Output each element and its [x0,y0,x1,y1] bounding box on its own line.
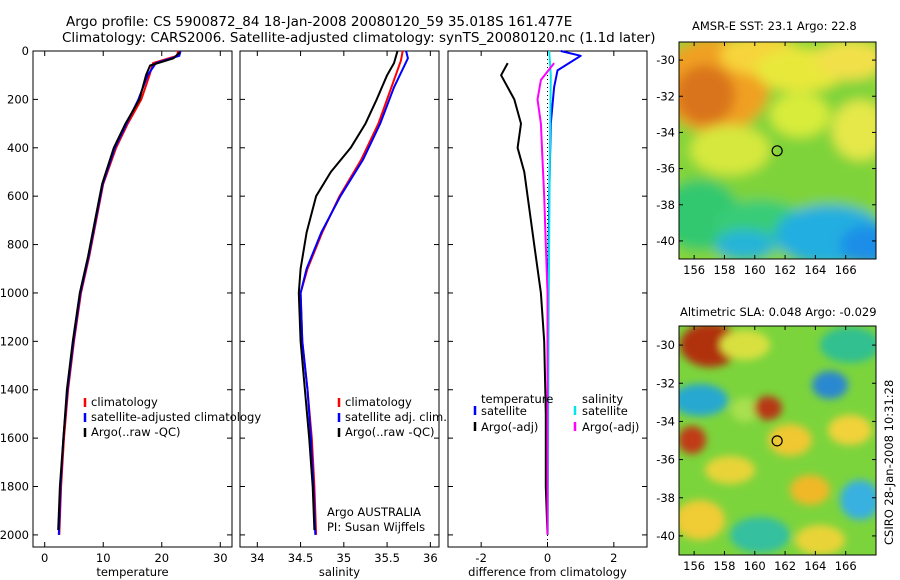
x-axis-label: difference from climatology [468,565,627,579]
map-x-tick-label: 162 [774,559,796,573]
x-tick-label: 34 [250,551,265,565]
series-line-argo-raw-qc- [297,50,399,531]
sst-map [679,42,876,259]
x-tick-label: 35 [337,551,352,565]
map-x-tick-label: 164 [804,263,826,277]
plot-frame [32,50,233,548]
map-frame [678,325,877,556]
series-line-satellite-adjusted-climatology [57,50,182,535]
legend-label: satellite [481,404,527,418]
profile-panel-1: 0 10 20 30 0 200 400 600 800 1000 1200 1400 1600 1800… [0,44,233,579]
map-x-tick-label: 156 [683,263,705,277]
y-tick-label: 400 [7,141,29,155]
x-axis-label: temperature [96,565,168,579]
series-line-climatology [299,50,404,535]
x-axis-label: salinity [319,565,360,579]
legend-label: climatology [91,395,158,409]
profile-location-marker [771,435,783,447]
map-x-tick-label: 160 [744,263,766,277]
map-y-tick-label: -40 [656,234,675,248]
x-tick-label: 34.5 [288,551,314,565]
credit-line2: PI: Susan Wijffels [327,520,425,534]
sla-map-axes: 156 158 160 162 164 166 -30 -32 -34 -36 -38 -40 [656,325,877,573]
legend-label: Argo(..raw -QC) [345,425,435,439]
temperature-legend: climatology satellite-adjusted climatolo… [83,395,261,439]
map-y-tick-label: -34 [656,125,675,139]
map-y-tick-label: -40 [656,529,675,543]
figure-title-line1: Argo profile: CS 5900872_84 18-Jan-2008 … [66,14,572,30]
x-tick-label: 36 [423,551,438,565]
y-tick-label: 600 [7,189,29,203]
map-y-tick-label: -32 [656,376,675,390]
sst-map-title: AMSR-E SST: 23.1 Argo: 22.8 [692,19,857,33]
x-tick-label: 30 [213,551,228,565]
legend-heading-salinity: salinity [582,392,623,406]
map-x-tick-label: 160 [744,559,766,573]
legend-label: Argo(-adj) [582,420,639,434]
y-tick-label: 1600 [0,431,29,445]
sla-map [679,326,876,555]
series-line-satellite-adj-clim- [299,50,409,535]
legend-label: satellite adj. clim. [345,410,447,424]
y-tick-label: 1200 [0,334,29,348]
map-x-tick-label: 158 [713,559,735,573]
y-tick-label: 1400 [0,383,29,397]
y-tick-label: 1800 [0,480,29,494]
profile-location-marker [771,145,783,157]
map-y-tick-label: -30 [656,338,675,352]
legend-label: Argo(..raw -QC) [91,425,181,439]
timestamp-label: CSIRO 28-Jan-2008 10:31:28 [882,380,896,545]
series-line-temperature-satellite [546,50,582,535]
y-tick-label: 1000 [0,286,29,300]
map-x-tick-label: 158 [713,263,735,277]
y-tick-label: 200 [7,92,29,106]
map-x-tick-label: 166 [835,263,857,277]
x-tick-label: 0 [41,551,48,565]
map-y-tick-label: -32 [656,89,675,103]
map-x-tick-label: 156 [683,559,705,573]
legend-label: Argo(-adj) [481,420,538,434]
legend-label: satellite [582,404,628,418]
credit-line1: Argo AUSTRALIA [327,505,421,519]
plot-frame [239,50,440,548]
x-tick-label: 35.5 [374,551,400,565]
map-y-tick-label: -36 [656,162,675,176]
series-line-salinity-argo-adj- [536,62,555,535]
sst-map-axes: 156 158 160 162 164 166 -30 -32 -34 -36 -38 -40 [656,41,877,277]
legend-label: satellite-adjusted climatology [91,410,261,424]
x-tick-label: 20 [154,551,169,565]
series-line-argo-raw-qc- [57,51,181,531]
map-x-tick-label: 166 [835,559,857,573]
map-y-tick-label: -36 [656,453,675,467]
series-line-temperature-argo-adj- [500,62,549,535]
map-y-tick-label: -30 [656,53,675,67]
y-tick-label: 800 [7,238,29,252]
x-tick-label: -2 [475,551,486,565]
salinity-legend: climatology satellite adj. clim. Argo(..… [327,395,447,534]
y-tick-label: 2000 [0,528,29,542]
y-tick-label: 0 [22,44,29,58]
x-tick-label: 2 [610,551,617,565]
map-y-tick-label: -38 [656,491,675,505]
x-tick-label: 0 [544,551,551,565]
map-x-tick-label: 164 [804,559,826,573]
map-frame [678,41,877,260]
figure-title-line2: Climatology: CARS2006. Satellite-adjuste… [62,30,655,46]
series-line-climatology [58,50,180,535]
profile-panel-2: 34 34.5 35 35.5 36 salinity [239,50,440,579]
difference-legend: temperature satellite Argo(-adj) salinit… [473,392,639,434]
legend-heading-temperature: temperature [481,392,553,406]
map-y-tick-label: -38 [656,198,675,212]
legend-label: climatology [345,395,412,409]
x-tick-label: 10 [96,551,111,565]
sla-map-title: Altimetric SLA: 0.048 Argo: -0.029 [680,305,877,319]
map-y-tick-label: -34 [656,414,675,428]
map-x-tick-label: 162 [774,263,796,277]
